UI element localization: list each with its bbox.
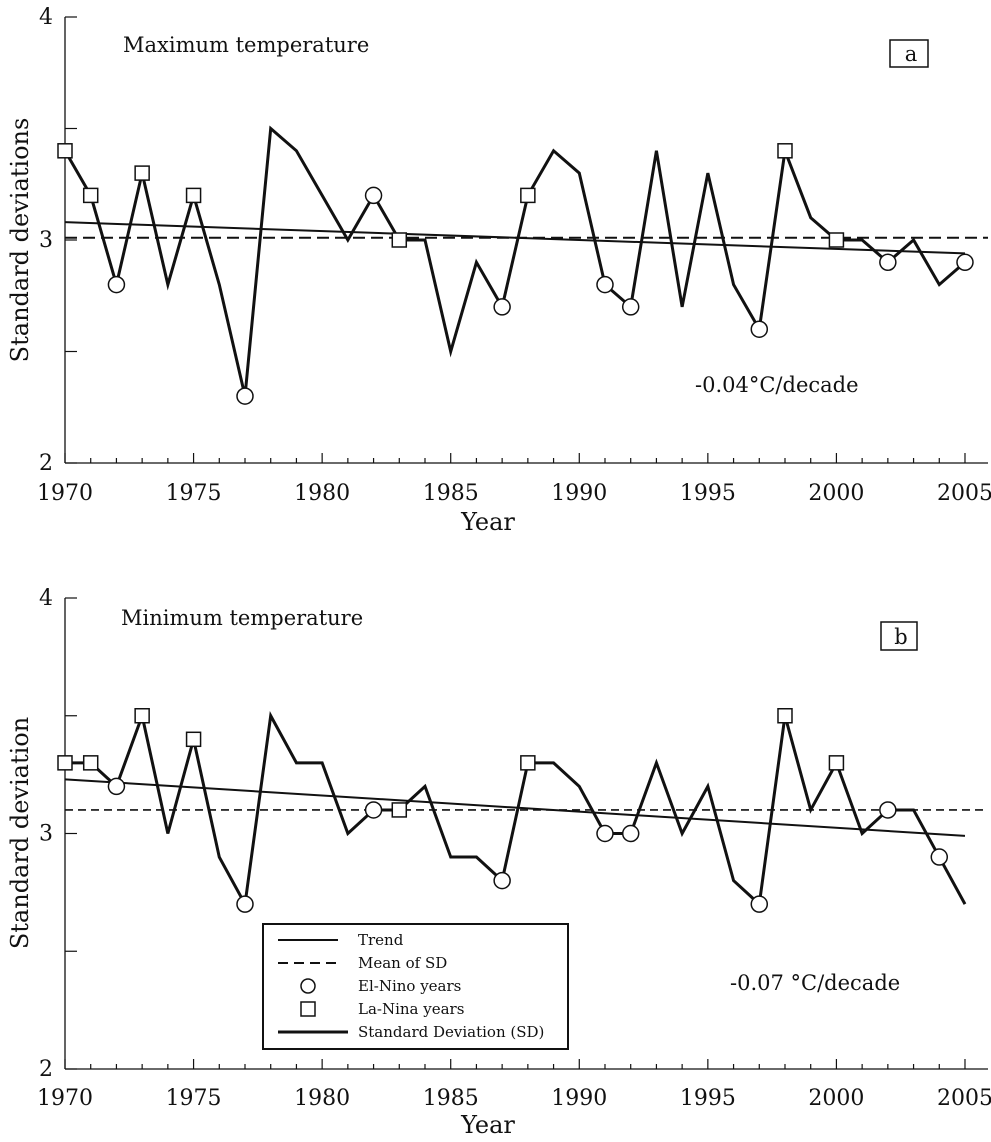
trend-line bbox=[64, 778, 966, 837]
y-axis-label: Standard deviations bbox=[6, 118, 34, 363]
x-axis-label: Year bbox=[460, 508, 515, 536]
el-nino-marker bbox=[879, 253, 897, 272]
x-tick-label: 1985 bbox=[423, 1086, 479, 1111]
la-nina-marker bbox=[57, 755, 73, 771]
x-tick-label: 1985 bbox=[423, 481, 479, 506]
y-tick-label: 3 bbox=[39, 822, 53, 847]
legend-label: Mean of SD bbox=[358, 954, 447, 972]
x-tick-label: 2000 bbox=[808, 481, 864, 506]
el-nino-marker bbox=[364, 186, 383, 205]
x-tick-label: 2005 bbox=[937, 1086, 991, 1111]
x-tick-label: 1990 bbox=[551, 1086, 607, 1111]
trend-line bbox=[64, 221, 966, 255]
la-nina-marker bbox=[777, 708, 793, 724]
el-nino-marker bbox=[596, 275, 614, 294]
panel-title: Maximum temperature bbox=[123, 33, 369, 57]
legend-label: La-Nina years bbox=[358, 1000, 464, 1018]
sd-series-line bbox=[63, 125, 966, 397]
el-nino-marker bbox=[750, 895, 769, 913]
y-tick-label: 4 bbox=[39, 5, 53, 30]
el-nino-marker bbox=[364, 801, 383, 819]
y-tick-label: 3 bbox=[39, 228, 53, 253]
la-nina-marker bbox=[391, 802, 408, 818]
el-nino-marker bbox=[107, 275, 126, 294]
el-nino-marker bbox=[107, 777, 126, 796]
el-nino-marker bbox=[930, 848, 949, 866]
y-tick-label: 2 bbox=[39, 451, 53, 476]
el-nino-marker bbox=[621, 824, 640, 843]
trend-rate-annotation: -0.07 °C/decade bbox=[730, 971, 900, 995]
legend-label: El-Nino years bbox=[358, 977, 461, 995]
el-nino-marker bbox=[236, 387, 254, 405]
panel-a-max-temperature: 2 3 4 1970 1975 1980 1985 1990 1995 2000 2005 Year S… bbox=[6, 5, 991, 536]
y-tick-label: 4 bbox=[39, 586, 53, 611]
el-nino-marker bbox=[236, 895, 254, 913]
x-tick-label: 1970 bbox=[37, 1086, 93, 1111]
legend-label: Trend bbox=[358, 931, 404, 949]
la-nina-marker bbox=[134, 165, 150, 181]
x-tick-label: 1995 bbox=[680, 481, 736, 506]
el-nino-marker bbox=[750, 320, 769, 338]
x-tick-label: 2000 bbox=[808, 1086, 864, 1111]
x-tick-label: 1970 bbox=[37, 481, 93, 506]
la-nina-marker bbox=[828, 232, 845, 248]
el-nino-marker bbox=[879, 801, 897, 819]
x-tick-label: 2005 bbox=[937, 481, 991, 506]
la-nina-marker bbox=[185, 187, 202, 204]
x-tick-label: 1990 bbox=[551, 481, 607, 506]
la-nina-marker bbox=[185, 731, 202, 748]
panel-tag-label: b bbox=[894, 625, 907, 649]
la-nina-marker bbox=[134, 708, 150, 724]
la-nina-marker bbox=[520, 187, 536, 204]
la-nina-marker bbox=[391, 232, 408, 248]
panel-tag-box bbox=[889, 39, 929, 68]
sd-series-line bbox=[65, 710, 967, 909]
el-nino-marker bbox=[956, 253, 974, 272]
el-nino-marker bbox=[493, 298, 511, 316]
x-tick-label: 1980 bbox=[294, 481, 350, 506]
el-nino-marker bbox=[493, 871, 511, 890]
panel-title: Minimum temperature bbox=[121, 606, 363, 630]
y-axis-label: Standard deviation bbox=[6, 717, 34, 949]
legend-symbol-la-nina bbox=[300, 1001, 316, 1017]
y-tick-label: 2 bbox=[39, 1057, 53, 1082]
panel-tag-label: a bbox=[905, 42, 918, 66]
la-nina-marker bbox=[828, 755, 845, 771]
la-nina-marker bbox=[82, 755, 99, 771]
la-nina-marker bbox=[777, 143, 793, 159]
x-tick-label: 1975 bbox=[166, 481, 222, 506]
la-nina-marker bbox=[520, 755, 536, 771]
la-nina-marker bbox=[82, 187, 99, 204]
legend-label: Standard Deviation (SD) bbox=[358, 1023, 544, 1041]
la-nina-marker bbox=[57, 143, 73, 159]
panel-tag-box bbox=[880, 621, 918, 651]
panel-b-min-temperature: 2 3 4 1970 1975 1980 1985 1990 1995 2000 2005 Year S… bbox=[6, 586, 991, 1139]
el-nino-marker bbox=[621, 298, 640, 316]
x-tick-label: 1980 bbox=[294, 1086, 350, 1111]
legend: Trend Mean of SD El-Nino years La-Nina year… bbox=[262, 923, 569, 1050]
legend-symbol-el-nino bbox=[300, 978, 316, 994]
x-tick-label: 1995 bbox=[680, 1086, 736, 1111]
x-axis-label: Year bbox=[460, 1111, 515, 1137]
trend-rate-annotation: -0.04°C/decade bbox=[695, 373, 859, 397]
x-tick-label: 1975 bbox=[166, 1086, 222, 1111]
el-nino-marker bbox=[596, 824, 614, 843]
